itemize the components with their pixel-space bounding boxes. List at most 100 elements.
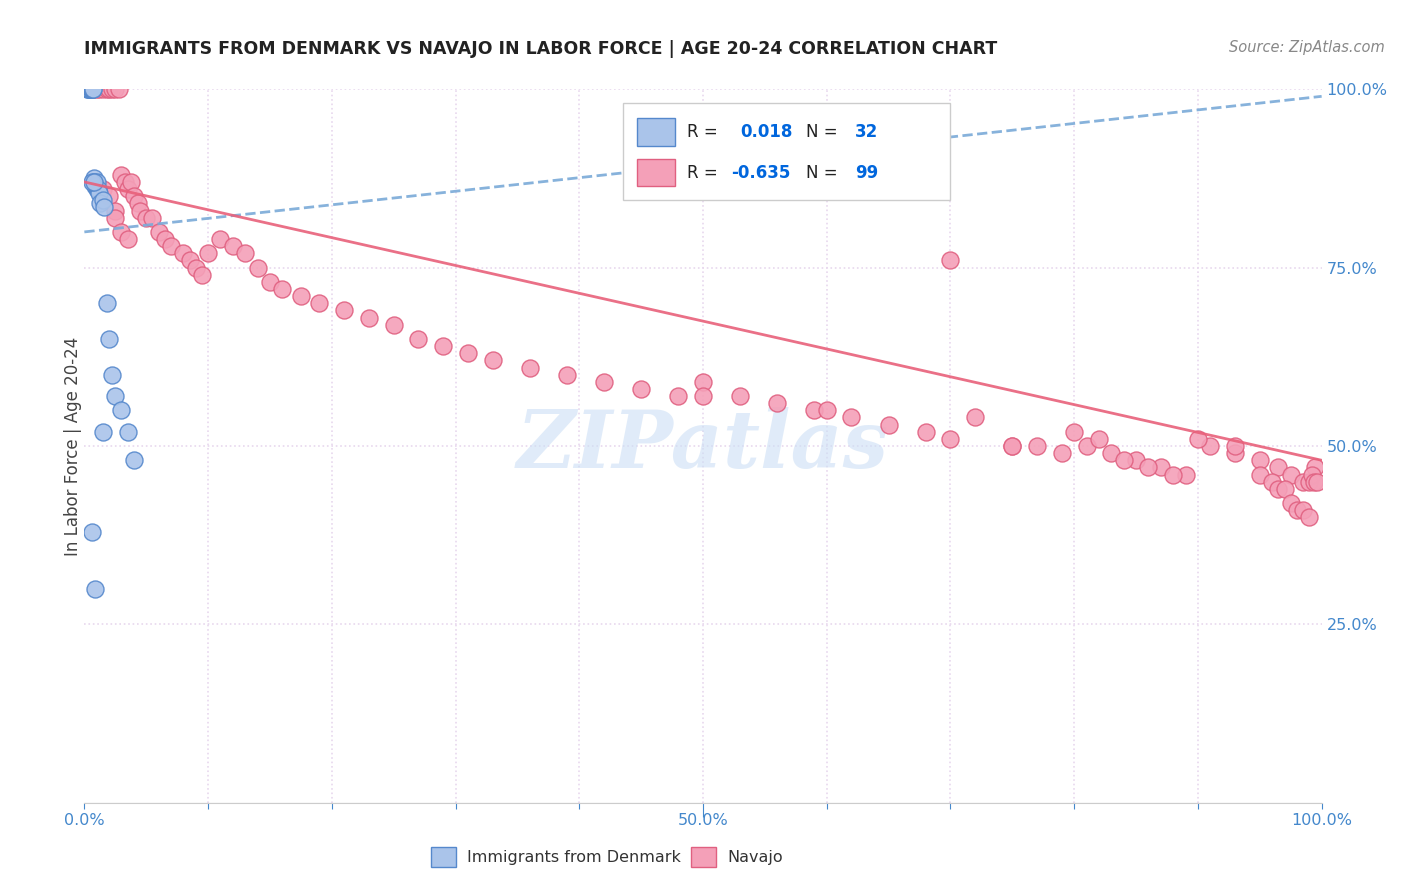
Point <box>1301 467 1323 482</box>
Text: Immigrants from Denmark: Immigrants from Denmark <box>467 850 682 864</box>
Point <box>308 296 330 310</box>
Point <box>80 524 103 539</box>
Point <box>153 232 176 246</box>
Point <box>79 82 101 96</box>
Point <box>233 246 256 260</box>
Point <box>104 389 127 403</box>
Point <box>1249 467 1271 482</box>
Point <box>141 211 163 225</box>
Point <box>290 289 312 303</box>
Point <box>1292 503 1315 517</box>
Point <box>117 182 139 196</box>
Point <box>91 82 114 96</box>
Point <box>96 82 118 96</box>
Point <box>104 211 127 225</box>
Text: N =: N = <box>806 123 842 141</box>
Point <box>1267 482 1289 496</box>
Point <box>1063 425 1085 439</box>
Point <box>160 239 183 253</box>
Point <box>408 332 430 346</box>
Point <box>692 375 714 389</box>
Point <box>1292 475 1315 489</box>
Point <box>1223 439 1246 453</box>
Point <box>110 225 132 239</box>
Point <box>83 175 105 189</box>
Text: -0.635: -0.635 <box>731 164 790 182</box>
Point <box>129 203 152 218</box>
Point <box>692 389 714 403</box>
Text: 99: 99 <box>855 164 879 182</box>
Point <box>108 82 131 96</box>
Point <box>1274 482 1296 496</box>
Point <box>382 318 405 332</box>
Point <box>1076 439 1098 453</box>
Point <box>1001 439 1024 453</box>
Point <box>1125 453 1147 467</box>
Text: IMMIGRANTS FROM DENMARK VS NAVAJO IN LABOR FORCE | AGE 20-24 CORRELATION CHART: IMMIGRANTS FROM DENMARK VS NAVAJO IN LAB… <box>84 40 998 58</box>
Point <box>1026 439 1049 453</box>
Point <box>83 171 105 186</box>
Point <box>179 253 201 268</box>
Point <box>728 389 751 403</box>
Point <box>333 303 356 318</box>
Point <box>104 203 127 218</box>
Point <box>965 410 987 425</box>
Point <box>1223 446 1246 460</box>
Text: 0.018: 0.018 <box>740 123 793 141</box>
Point <box>127 196 149 211</box>
Point <box>80 82 103 96</box>
Point <box>87 182 110 196</box>
Text: N =: N = <box>806 164 842 182</box>
Point <box>110 168 132 182</box>
Point <box>98 82 121 96</box>
Point <box>593 375 616 389</box>
Point <box>172 246 194 260</box>
Point <box>209 232 232 246</box>
Point <box>86 182 108 196</box>
Point <box>1261 475 1284 489</box>
Point <box>259 275 281 289</box>
Point <box>117 232 139 246</box>
Point <box>1187 432 1209 446</box>
Point <box>83 175 105 189</box>
Point <box>1001 439 1024 453</box>
Point <box>803 403 825 417</box>
Point <box>841 410 863 425</box>
Point <box>110 403 132 417</box>
Point <box>100 82 122 96</box>
Point <box>1099 446 1122 460</box>
Point <box>79 82 101 96</box>
Point <box>1199 439 1222 453</box>
Point <box>79 82 101 96</box>
Point <box>481 353 503 368</box>
Bar <box>637 159 675 186</box>
Point <box>222 239 245 253</box>
Point <box>184 260 207 275</box>
Point <box>197 246 219 260</box>
Point <box>246 260 269 275</box>
Point <box>1112 453 1135 467</box>
Point <box>1279 467 1302 482</box>
Point <box>114 175 136 189</box>
Text: ZIPatlas: ZIPatlas <box>517 408 889 484</box>
Point <box>122 453 145 467</box>
Point <box>98 332 121 346</box>
Point <box>457 346 479 360</box>
Text: Navajo: Navajo <box>727 850 783 864</box>
Point <box>766 396 789 410</box>
Point <box>93 200 115 214</box>
Point <box>100 368 122 382</box>
Point <box>877 417 900 432</box>
Point <box>89 196 111 211</box>
Point <box>77 82 100 96</box>
Point <box>1303 475 1326 489</box>
Point <box>148 225 170 239</box>
Point <box>82 82 104 96</box>
Point <box>76 82 98 96</box>
Point <box>122 189 145 203</box>
Point <box>555 368 578 382</box>
Point <box>1088 432 1111 446</box>
FancyBboxPatch shape <box>623 103 950 200</box>
Text: 32: 32 <box>855 123 879 141</box>
Point <box>104 82 127 96</box>
